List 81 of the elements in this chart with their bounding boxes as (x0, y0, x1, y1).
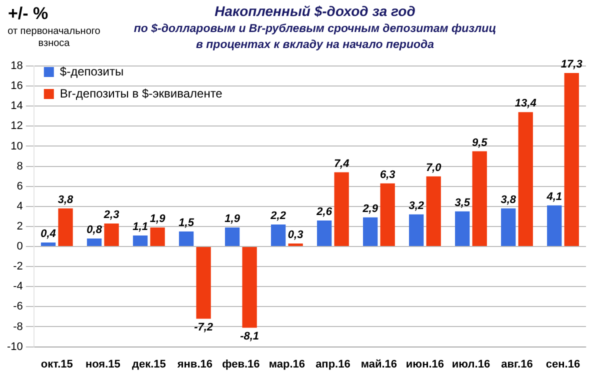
bar (547, 205, 562, 246)
data-label: 3,5 (454, 196, 471, 209)
legend-label: $-депозиты (60, 64, 124, 78)
chart-subtitle: по $-долларовым и Br-рублевым срочным депозитам физлиц в процентах к вкладу на начало периода (132, 22, 498, 53)
y-tick-label: -6 (13, 300, 23, 313)
data-label: -8,1 (240, 330, 260, 342)
chart-title: Накопленный $-доход за год (214, 3, 416, 19)
y-tick-label: -2 (13, 260, 23, 273)
data-label: 3,8 (500, 194, 517, 206)
x-tick-label: апр.16 (316, 358, 350, 370)
bar (242, 247, 257, 328)
data-label: 13,4 (514, 98, 536, 110)
data-label: 4,1 (546, 190, 562, 203)
bar (363, 217, 378, 246)
data-label: 1,9 (150, 212, 166, 225)
bar (224, 227, 240, 246)
y-tick-label: 10 (10, 140, 23, 152)
y-tick-label: 6 (16, 180, 23, 192)
x-tick-label: сен.16 (546, 358, 580, 370)
bar (86, 238, 102, 246)
bar (270, 224, 286, 246)
bar (132, 235, 148, 246)
bar (380, 183, 395, 246)
y-tick-label: -10 (6, 340, 23, 353)
y-tick-label: 14 (10, 100, 23, 112)
x-tick-label: мар.16 (268, 358, 306, 370)
bar (518, 112, 533, 246)
x-tick-label: фев.16 (222, 358, 260, 370)
data-label: 0,4 (40, 228, 56, 240)
data-label: 7,4 (334, 158, 350, 170)
data-label: 2,6 (316, 206, 333, 218)
y-tick-label: 18 (10, 60, 23, 72)
bar (426, 176, 441, 246)
x-tick-label: май.16 (360, 358, 398, 370)
y-tick-label: -8 (13, 320, 23, 333)
x-tick-label: дек.15 (132, 358, 166, 370)
y-tick-label: 4 (16, 200, 23, 212)
data-label: 6,3 (380, 168, 396, 181)
bar (40, 242, 56, 246)
bar (334, 172, 349, 246)
data-label: 9,5 (472, 136, 488, 149)
y-tick-label: -4 (13, 280, 23, 293)
x-tick-label: июл.16 (452, 358, 490, 370)
bar (472, 151, 487, 246)
data-label: 0,3 (288, 229, 304, 242)
y-tick-label: 8 (16, 160, 23, 172)
legend-label: Br-депозиты в $-эквиваленте (60, 86, 223, 100)
data-label: 1,5 (178, 217, 195, 230)
bar (288, 244, 303, 246)
x-tick-label: авг.16 (501, 358, 533, 370)
x-tick-label: июн.16 (406, 358, 444, 370)
data-label: 0,8 (86, 224, 103, 236)
bar (104, 223, 119, 246)
bar (196, 247, 211, 319)
data-label: 2,9 (362, 202, 379, 215)
data-label: 3,8 (58, 194, 74, 206)
bar (58, 208, 73, 246)
bar (150, 227, 165, 246)
data-label: 1,1 (132, 221, 148, 234)
bar (316, 220, 332, 246)
y-tick-label: 16 (10, 80, 23, 92)
y-tick-label: 12 (10, 120, 23, 132)
data-label: 2,3 (102, 208, 120, 221)
y-tick-label: 0 (16, 240, 23, 253)
data-label: 3,2 (408, 200, 424, 212)
data-label: 1,9 (224, 212, 241, 225)
x-tick-label: окт.15 (40, 358, 73, 370)
y-axis-title: +/- % (8, 4, 48, 24)
data-label: 2,2 (270, 210, 286, 222)
bar (409, 214, 424, 246)
data-label: -7,2 (194, 321, 214, 334)
data-label: 17,3 (560, 58, 582, 71)
bar (501, 208, 516, 246)
x-tick-label: ноя.15 (85, 358, 120, 370)
text: от первоначального взноса (6, 26, 102, 50)
bar (564, 73, 579, 246)
x-tick-label: янв.16 (177, 358, 212, 370)
bar (455, 211, 470, 246)
y-tick-label: 2 (16, 220, 23, 232)
bar (178, 231, 194, 246)
data-label: 7,0 (426, 162, 442, 174)
